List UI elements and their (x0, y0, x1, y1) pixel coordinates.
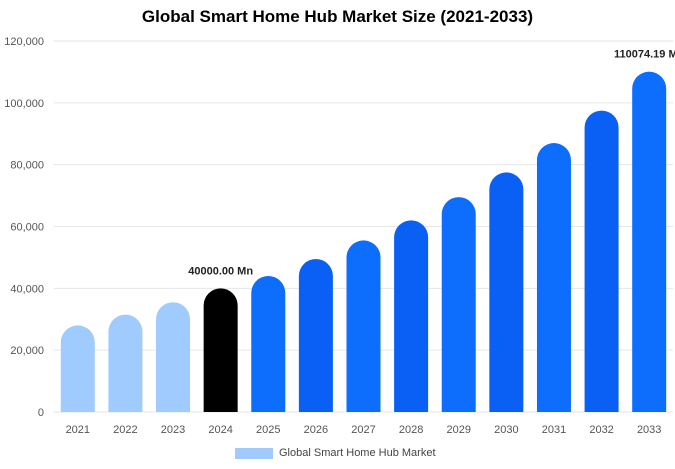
x-tick-label: 2027 (351, 424, 375, 436)
y-tick-label: 40,000 (10, 283, 44, 295)
legend-label: Global Smart Home Hub Market (279, 447, 436, 459)
bar-2031[interactable] (536, 143, 571, 412)
y-tick-label: 120,000 (4, 36, 44, 48)
y-tick-label: 80,000 (10, 160, 44, 172)
bar-2027[interactable] (346, 240, 381, 412)
x-tick-label: 2028 (399, 424, 423, 436)
x-tick-label: 2032 (589, 424, 613, 436)
y-tick-label: 100,000 (4, 98, 44, 110)
bar-2023[interactable] (156, 302, 191, 412)
x-tick-label: 2023 (161, 424, 185, 436)
bar-2033[interactable] (632, 71, 667, 412)
x-axis: 2021 2022 2023 2024 2025 2026 2027 2028 2029 2030… (66, 424, 662, 436)
bar-2025[interactable] (251, 275, 286, 412)
bar-2030[interactable] (489, 172, 524, 412)
x-tick-label: 2030 (494, 424, 518, 436)
legend[interactable]: Global Smart Home Hub Market (235, 447, 436, 459)
y-tick-label: 60,000 (10, 222, 44, 234)
bar-2021[interactable] (60, 325, 95, 412)
bar-2026[interactable] (298, 258, 333, 412)
bar-2022[interactable] (108, 314, 143, 412)
data-labels: 40000.00 Mn 110074.19 Mn (188, 49, 675, 278)
chart-title: Global Smart Home Hub Market Size (2021-… (141, 7, 534, 26)
x-tick-label: 2021 (66, 424, 90, 436)
bars (60, 71, 667, 412)
data-label-2024: 40000.00 Mn (188, 265, 253, 277)
bar-2028[interactable] (394, 220, 429, 412)
legend-swatch (235, 447, 273, 459)
x-tick-label: 2025 (256, 424, 280, 436)
x-tick-label: 2024 (208, 424, 232, 436)
bar-2024[interactable] (203, 288, 238, 412)
bar-2032[interactable] (584, 110, 619, 412)
y-tick-label: 20,000 (10, 345, 44, 357)
data-label-2033: 110074.19 Mn (614, 49, 675, 61)
y-tick-label: 0 (38, 407, 44, 419)
x-tick-label: 2031 (542, 424, 566, 436)
bar-2029[interactable] (441, 197, 476, 412)
x-tick-label: 2026 (304, 424, 328, 436)
x-tick-label: 2033 (637, 424, 661, 436)
y-axis: 0 20,000 40,000 60,000 80,000 100,000 120,000 (4, 36, 44, 419)
x-tick-label: 2022 (113, 424, 137, 436)
x-tick-label: 2029 (446, 424, 470, 436)
